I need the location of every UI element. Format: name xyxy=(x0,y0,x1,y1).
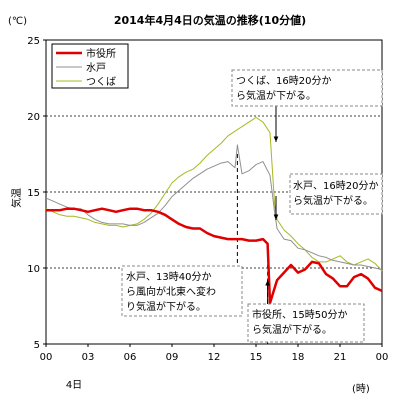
y-axis-title: 気温 xyxy=(10,188,23,208)
legend: 市役所 水戸 つくば xyxy=(51,43,129,89)
y-tick-label: 15 xyxy=(27,188,40,199)
x-tick-label: 03 xyxy=(82,352,95,363)
series-line-shiyakusho xyxy=(46,207,383,305)
annotation-mito-wind: 水戸、13時40分か ら風向が北東へ変わ り気温が下がる。 xyxy=(121,265,243,317)
annotation-arrows xyxy=(265,106,279,304)
arrow-shiyakusho-head xyxy=(265,280,270,286)
y-unit-label: (℃) xyxy=(8,16,27,27)
x-date-label: 4日 xyxy=(66,380,82,391)
x-tick-label: 09 xyxy=(166,352,179,363)
legend-label-shiyakusho: 市役所 xyxy=(86,47,116,60)
annotation-text-tsukuba: つくば、16時20分か ら気温が下がる。 xyxy=(236,75,335,102)
annotation-text-mito-wind: 水戸、13時40分か ら風向が北東へ変わ り気温が下がる。 xyxy=(126,271,219,313)
legend-label-mito: 水戸 xyxy=(86,62,106,74)
arrow-mito-head xyxy=(273,214,279,220)
chart-title: 2014年4月4日の気温の推移(10分値) xyxy=(114,13,306,27)
legend-label-tsukuba: つくば xyxy=(86,76,116,88)
x-tick-label: 21 xyxy=(334,352,347,363)
x-tick-label: 00 xyxy=(376,352,389,363)
y-tick-label: 25 xyxy=(27,36,40,47)
y-tick-label: 5 xyxy=(34,340,40,351)
annotation-shiyakusho: 市役所、15時50分か ら気温が下がる。 xyxy=(247,303,365,343)
annotation-mito-temp: 水戸、16時20分か ら気温が下がる。 xyxy=(289,173,383,215)
x-unit-label: (時) xyxy=(352,383,370,395)
annotation-text-shiyakusho: 市役所、15時50分か ら気温が下がる。 xyxy=(252,308,351,336)
series-line-tsukuba xyxy=(45,117,383,272)
annotation-tsukuba: つくば、16時20分か ら気温が下がる。 xyxy=(231,69,383,107)
arrow-tsukuba-head xyxy=(273,136,279,142)
x-tick-label: 18 xyxy=(292,352,305,363)
x-tick-label: 15 xyxy=(250,352,263,363)
x-tick-label: 12 xyxy=(208,352,221,363)
x-tick-label: 06 xyxy=(124,352,137,363)
axis-ticks: 5 10 15 20 25 00 03 06 09 12 15 18 21 00 xyxy=(27,36,388,363)
annotation-text-mito-temp: 水戸、16時20分か ら気温が下がる。 xyxy=(293,180,382,207)
series-lines xyxy=(45,117,383,305)
y-tick-label: 10 xyxy=(27,264,40,275)
x-tick-label: 00 xyxy=(40,352,53,363)
series-line-mito xyxy=(45,144,383,270)
y-tick-label: 20 xyxy=(27,112,40,123)
